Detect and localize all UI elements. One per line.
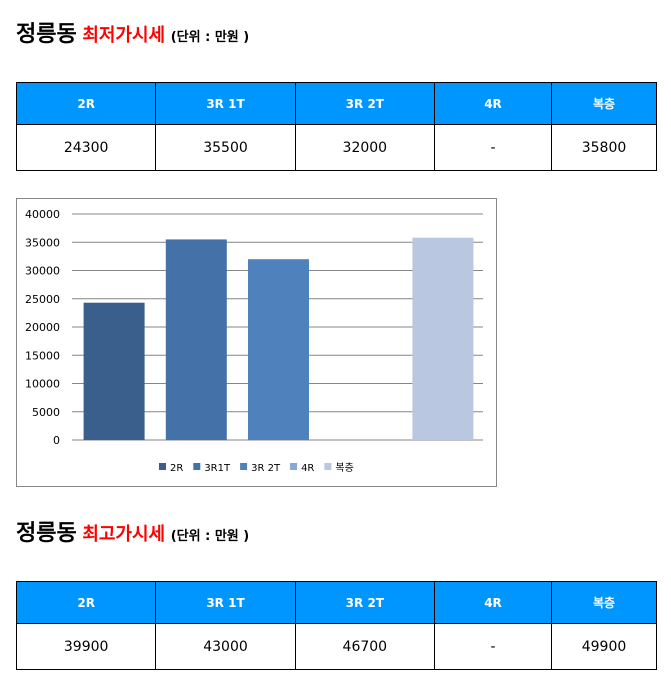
cell: 35800 [551, 124, 657, 171]
legend-label: 2R [170, 463, 183, 474]
bar-3R1T [165, 239, 227, 440]
bar-3R 2T [248, 259, 309, 440]
y-tick-label: 35000 [25, 236, 60, 249]
cell: 49900 [551, 623, 657, 670]
cell: - [434, 623, 552, 670]
table-row: 39900 43000 46700 - 49900 [15, 623, 657, 670]
title-high: 정릉동 최고가시세 (단위 : 만원 ) [16, 515, 249, 547]
cell: 43000 [155, 623, 296, 670]
col-header: 2R [15, 82, 157, 125]
cell: 35500 [155, 124, 296, 171]
legend-swatch [159, 463, 166, 470]
title-low: 정릉동 최저가시세 (단위 : 만원 ) [16, 16, 249, 48]
legend-label: 4R [301, 463, 314, 474]
col-header: 복층 [551, 82, 657, 125]
legend-label: 3R 2T [251, 463, 281, 474]
col-header: 3R 2T [294, 581, 436, 624]
legend-label: 3R1T [204, 463, 231, 474]
y-tick-label: 10000 [25, 378, 60, 391]
cell: 32000 [294, 124, 436, 171]
bar-chart: 0 5000 10000 15000 20000 25000 30000 35000 40000… [16, 198, 497, 487]
chart-svg: 0 5000 10000 15000 20000 25000 30000 35000 40000… [25, 208, 483, 474]
bar-2R [83, 302, 145, 440]
cell: 46700 [294, 623, 436, 670]
y-tick-label: 40000 [25, 208, 60, 221]
y-tick-label: 25000 [25, 293, 60, 306]
header-row: 2R 3R 1T 3R 2T 4R 복층 [15, 581, 657, 624]
table-low: 2R 3R 1T 3R 2T 4R 복층 24300 35500 32000 -… [15, 82, 657, 171]
col-header: 4R [434, 82, 552, 125]
y-tick-label: 5000 [32, 406, 60, 419]
col-header: 4R [434, 581, 552, 624]
col-header: 3R 1T [155, 82, 296, 125]
table-row: 24300 35500 32000 - 35800 [15, 124, 657, 171]
legend-swatch [324, 463, 332, 470]
y-tick-label: 30000 [25, 265, 60, 278]
legend-swatch [240, 463, 248, 470]
legend-label: 복층 [335, 462, 353, 474]
label: 최고가시세 [82, 524, 166, 545]
cell: - [434, 124, 552, 171]
unit: (단위 : 만원 ) [170, 30, 250, 45]
cell: 24300 [15, 124, 157, 171]
col-header: 3R 2T [294, 82, 436, 125]
label: 최저가시세 [82, 25, 166, 46]
place: 정릉동 [16, 22, 77, 47]
bar-복층 [412, 237, 474, 440]
y-tick-label: 0 [53, 434, 60, 447]
place: 정릉동 [16, 521, 77, 546]
col-header: 3R 1T [155, 581, 296, 624]
y-tick-label: 20000 [25, 321, 60, 334]
col-header: 복층 [551, 581, 657, 624]
legend-swatch [193, 463, 201, 470]
legend-swatch [290, 463, 298, 470]
cell: 39900 [15, 623, 157, 670]
table-high: 2R 3R 1T 3R 2T 4R 복층 39900 43000 46700 -… [15, 581, 657, 670]
col-header: 2R [15, 581, 157, 624]
unit: (단위 : 만원 ) [170, 529, 250, 544]
y-tick-label: 15000 [25, 349, 60, 362]
header-row: 2R 3R 1T 3R 2T 4R 복층 [15, 82, 657, 125]
